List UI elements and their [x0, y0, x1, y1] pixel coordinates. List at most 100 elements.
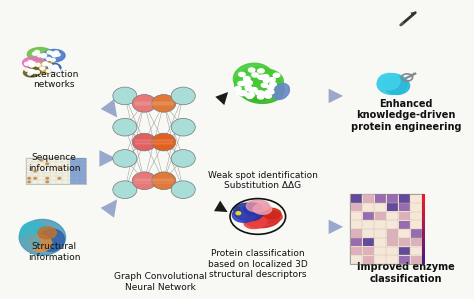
Circle shape	[30, 63, 35, 66]
FancyBboxPatch shape	[422, 203, 425, 212]
Circle shape	[244, 77, 250, 81]
Circle shape	[269, 78, 275, 82]
Text: n: n	[236, 205, 240, 211]
FancyBboxPatch shape	[387, 194, 398, 203]
Circle shape	[258, 92, 265, 96]
Ellipse shape	[171, 87, 195, 105]
Circle shape	[34, 177, 36, 179]
Circle shape	[262, 74, 269, 79]
Circle shape	[53, 65, 58, 68]
Text: Weak spot identification
Substitution ΔΔG: Weak spot identification Substitution ΔΔ…	[208, 171, 318, 190]
Circle shape	[48, 66, 53, 69]
Ellipse shape	[384, 77, 410, 94]
FancyBboxPatch shape	[422, 247, 425, 255]
Ellipse shape	[240, 77, 284, 103]
Circle shape	[246, 86, 252, 91]
Circle shape	[257, 95, 264, 99]
Ellipse shape	[251, 69, 283, 93]
Circle shape	[246, 81, 252, 85]
Ellipse shape	[378, 74, 400, 90]
FancyBboxPatch shape	[363, 238, 374, 246]
FancyBboxPatch shape	[422, 238, 425, 247]
Ellipse shape	[132, 133, 156, 151]
Ellipse shape	[253, 204, 272, 214]
Circle shape	[32, 52, 37, 55]
Ellipse shape	[21, 234, 40, 249]
Circle shape	[51, 58, 55, 61]
FancyBboxPatch shape	[399, 256, 410, 264]
Circle shape	[267, 86, 274, 90]
Circle shape	[44, 62, 48, 65]
Ellipse shape	[252, 210, 282, 223]
Text: Protein classification
based on localized 3D
structural descriptors: Protein classification based on localize…	[208, 249, 308, 279]
Circle shape	[55, 68, 59, 71]
FancyBboxPatch shape	[375, 194, 386, 203]
Text: Sequence
information: Sequence information	[27, 153, 80, 173]
Ellipse shape	[38, 227, 56, 239]
Circle shape	[273, 73, 280, 77]
Ellipse shape	[43, 49, 65, 62]
FancyBboxPatch shape	[363, 194, 374, 203]
Ellipse shape	[132, 94, 156, 112]
FancyBboxPatch shape	[351, 238, 362, 246]
Circle shape	[55, 69, 60, 72]
Circle shape	[46, 57, 51, 60]
Ellipse shape	[246, 200, 269, 212]
Circle shape	[270, 82, 276, 86]
FancyBboxPatch shape	[411, 256, 422, 264]
Circle shape	[237, 90, 243, 94]
Circle shape	[35, 51, 39, 54]
Circle shape	[238, 82, 245, 86]
Ellipse shape	[47, 63, 61, 72]
Ellipse shape	[171, 150, 195, 167]
Circle shape	[267, 90, 274, 94]
Circle shape	[25, 62, 29, 65]
Circle shape	[252, 73, 258, 77]
Ellipse shape	[152, 94, 176, 112]
Ellipse shape	[244, 216, 267, 228]
Circle shape	[248, 68, 255, 72]
Circle shape	[46, 69, 51, 72]
Circle shape	[241, 81, 247, 85]
FancyBboxPatch shape	[399, 238, 410, 246]
Ellipse shape	[32, 62, 60, 73]
Ellipse shape	[28, 235, 52, 251]
Ellipse shape	[39, 229, 64, 251]
Ellipse shape	[132, 172, 156, 190]
Circle shape	[35, 71, 39, 74]
FancyBboxPatch shape	[411, 238, 422, 246]
Text: Improved enzyme
classification: Improved enzyme classification	[357, 262, 455, 284]
Circle shape	[36, 63, 40, 66]
Ellipse shape	[152, 133, 176, 151]
Circle shape	[30, 62, 35, 65]
Circle shape	[235, 86, 241, 91]
FancyBboxPatch shape	[70, 158, 86, 184]
Circle shape	[31, 70, 36, 73]
FancyBboxPatch shape	[422, 220, 425, 229]
FancyBboxPatch shape	[422, 255, 425, 264]
Circle shape	[28, 72, 32, 75]
Ellipse shape	[232, 208, 255, 222]
Circle shape	[245, 85, 252, 89]
Ellipse shape	[20, 222, 51, 247]
Circle shape	[47, 64, 52, 67]
Ellipse shape	[235, 67, 281, 101]
FancyBboxPatch shape	[422, 194, 425, 203]
FancyBboxPatch shape	[422, 229, 425, 238]
FancyBboxPatch shape	[387, 229, 398, 238]
Ellipse shape	[236, 74, 266, 97]
Ellipse shape	[233, 63, 273, 93]
Circle shape	[239, 72, 245, 77]
Ellipse shape	[263, 208, 281, 219]
Circle shape	[248, 93, 254, 97]
FancyBboxPatch shape	[399, 203, 410, 211]
Circle shape	[258, 75, 264, 79]
Ellipse shape	[113, 118, 137, 136]
Circle shape	[25, 68, 29, 71]
FancyBboxPatch shape	[351, 247, 362, 255]
Circle shape	[54, 65, 58, 68]
Ellipse shape	[152, 172, 176, 190]
Ellipse shape	[171, 118, 195, 136]
Circle shape	[42, 55, 46, 58]
Ellipse shape	[273, 83, 290, 100]
